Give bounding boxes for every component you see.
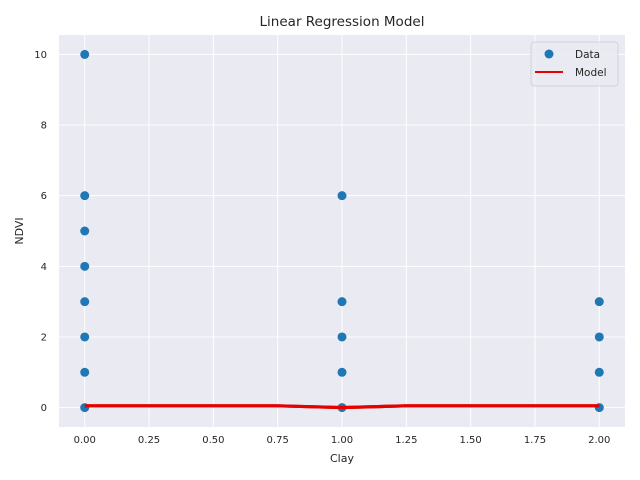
x-tick-label: 1.50 xyxy=(460,435,482,446)
data-point xyxy=(337,367,347,377)
x-tick-label: 0.50 xyxy=(202,435,224,446)
data-point xyxy=(594,332,604,342)
data-point xyxy=(337,297,347,307)
y-tick-label: 10 xyxy=(34,50,47,61)
legend-data-marker xyxy=(544,49,554,59)
legend-model-label: Model xyxy=(575,67,607,79)
y-tick-label: 6 xyxy=(41,191,47,202)
y-tick-labels: 0 2 4 6 8 10 xyxy=(34,50,47,414)
x-tick-label: 2.00 xyxy=(588,435,610,446)
data-point xyxy=(337,332,347,342)
model-series-line xyxy=(84,404,600,410)
data-point xyxy=(80,261,90,271)
data-point xyxy=(80,191,90,201)
data-point xyxy=(594,367,604,377)
x-tick-label: 0.75 xyxy=(267,435,289,446)
data-point xyxy=(594,297,604,307)
data-point xyxy=(80,367,90,377)
x-tick-label: 0.25 xyxy=(138,435,160,446)
y-tick-label: 0 xyxy=(41,403,47,414)
x-tick-label: 0.00 xyxy=(74,435,96,446)
model-line-overlay xyxy=(84,404,600,410)
x-axis-label: Clay xyxy=(330,452,354,465)
legend-data-label: Data xyxy=(575,49,600,61)
data-point xyxy=(80,297,90,307)
legend: Data Model xyxy=(530,41,619,87)
y-axis-label: NDVI xyxy=(13,217,26,244)
chart-title: Linear Regression Model xyxy=(260,14,425,30)
x-tick-label: 1.75 xyxy=(524,435,546,446)
data-point xyxy=(80,226,90,236)
data-point xyxy=(80,332,90,342)
y-tick-label: 4 xyxy=(41,262,47,273)
x-tick-label: 1.00 xyxy=(331,435,353,446)
data-point xyxy=(80,49,90,59)
y-tick-label: 2 xyxy=(41,332,47,343)
x-tick-labels: 0.00 0.25 0.50 0.75 1.00 1.25 1.50 1.75 2.00 xyxy=(74,435,611,446)
x-tick-label: 1.25 xyxy=(395,435,417,446)
y-tick-label: 8 xyxy=(41,121,47,132)
data-point xyxy=(337,191,347,201)
